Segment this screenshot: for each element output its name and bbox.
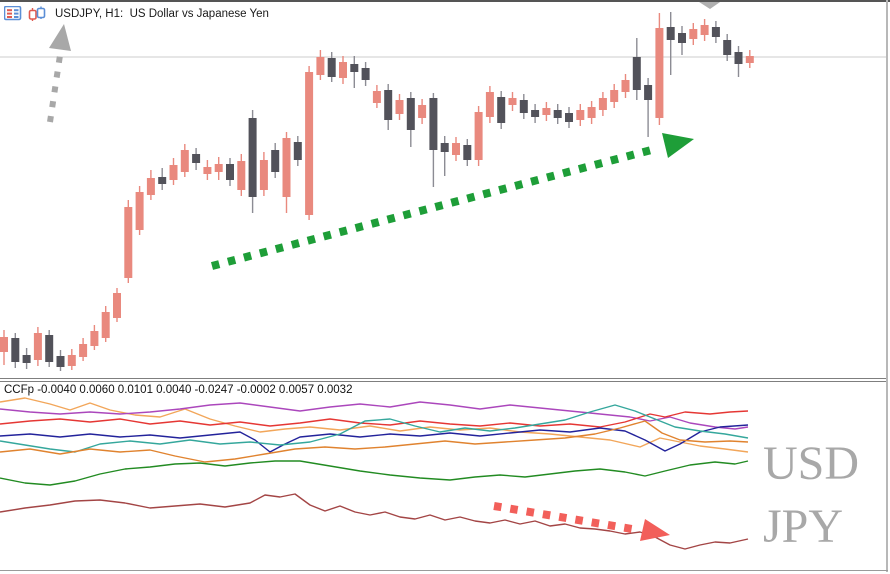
candle bbox=[610, 90, 619, 102]
candle bbox=[56, 356, 65, 367]
peak-arrow-gray[interactable] bbox=[696, 0, 723, 9]
candle bbox=[271, 150, 280, 172]
trend-arrow-up-green[interactable] bbox=[210, 133, 694, 270]
line-8-darkred bbox=[0, 493, 749, 550]
candle bbox=[463, 145, 472, 160]
candle bbox=[655, 28, 664, 118]
candle bbox=[700, 25, 709, 35]
candle bbox=[632, 57, 641, 90]
window-border-bottom bbox=[0, 570, 888, 571]
candle bbox=[452, 143, 460, 155]
candle bbox=[135, 192, 144, 230]
candle bbox=[11, 338, 20, 362]
chart-title: USDJPY, H1: US Dollar vs Japanese Yen bbox=[55, 7, 269, 20]
candle bbox=[237, 161, 246, 190]
candle bbox=[113, 293, 121, 318]
candle bbox=[79, 344, 88, 357]
candle bbox=[553, 110, 562, 118]
candle bbox=[689, 29, 698, 39]
candle bbox=[440, 143, 449, 152]
candle bbox=[293, 142, 302, 160]
candle bbox=[723, 40, 732, 55]
candle bbox=[146, 178, 155, 195]
line-6-orange bbox=[0, 420, 749, 463]
candle bbox=[0, 337, 8, 352]
trend-arrow-down-red[interactable] bbox=[493, 502, 670, 541]
candle bbox=[519, 100, 528, 113]
candle bbox=[169, 165, 178, 180]
window-border-right bbox=[886, 0, 888, 572]
ccfp-indicator-label: CCFp -0.0040 0.0060 0.0101 0.0040 -0.024… bbox=[4, 384, 353, 396]
candle bbox=[576, 110, 585, 120]
pane-separator[interactable] bbox=[0, 378, 888, 382]
candle bbox=[406, 98, 415, 130]
candle bbox=[542, 108, 551, 115]
candle bbox=[666, 27, 675, 40]
candle bbox=[158, 177, 167, 184]
candle bbox=[485, 92, 494, 117]
candle bbox=[678, 33, 686, 43]
candle bbox=[395, 100, 404, 114]
candle bbox=[350, 64, 359, 72]
ccfp-lines[interactable] bbox=[0, 397, 749, 550]
usd-currency-label: USD bbox=[763, 437, 860, 490]
candle bbox=[192, 154, 201, 163]
candle bbox=[22, 355, 31, 363]
line-2-orchid bbox=[0, 401, 749, 430]
candle bbox=[316, 57, 325, 75]
candle bbox=[429, 98, 438, 150]
line-7-green bbox=[0, 460, 749, 486]
candle bbox=[203, 167, 212, 174]
candle bbox=[101, 312, 110, 338]
candle bbox=[565, 113, 573, 122]
line-4-navy bbox=[0, 424, 749, 453]
candle bbox=[124, 207, 133, 278]
candle bbox=[531, 110, 540, 117]
jpy-currency-label: JPY bbox=[763, 500, 844, 553]
window-border-top bbox=[0, 0, 890, 2]
candle bbox=[621, 80, 630, 92]
candle bbox=[45, 335, 54, 362]
candle bbox=[67, 355, 76, 366]
candle bbox=[418, 105, 427, 118]
candle bbox=[497, 97, 506, 123]
candle bbox=[587, 107, 596, 118]
candle bbox=[339, 62, 347, 78]
candle bbox=[734, 52, 743, 64]
candle bbox=[214, 164, 223, 172]
candle bbox=[226, 164, 234, 180]
candle bbox=[384, 90, 393, 120]
line-1-sandy bbox=[0, 397, 749, 453]
chart-header: USDJPY, H1: US Dollar vs Japanese Yen bbox=[3, 5, 269, 21]
candle bbox=[361, 68, 370, 80]
candle bbox=[259, 160, 268, 190]
candle bbox=[327, 58, 336, 77]
candle bbox=[33, 333, 42, 360]
bar-chart-icon[interactable] bbox=[28, 6, 46, 21]
candle bbox=[711, 27, 720, 37]
line-5-teal bbox=[0, 404, 749, 453]
candle bbox=[745, 56, 754, 63]
candle bbox=[180, 150, 189, 172]
candle bbox=[248, 118, 257, 197]
pointer-arrow-gray[interactable] bbox=[47, 24, 71, 123]
quotes-table-icon[interactable] bbox=[3, 5, 22, 21]
candle bbox=[90, 331, 99, 346]
candle bbox=[644, 85, 653, 100]
candle bbox=[598, 98, 607, 110]
candle bbox=[372, 91, 381, 103]
candle bbox=[305, 72, 314, 215]
candle bbox=[508, 98, 517, 105]
candle bbox=[282, 138, 291, 197]
candle bbox=[474, 112, 483, 160]
candlestick-series[interactable] bbox=[0, 12, 754, 371]
